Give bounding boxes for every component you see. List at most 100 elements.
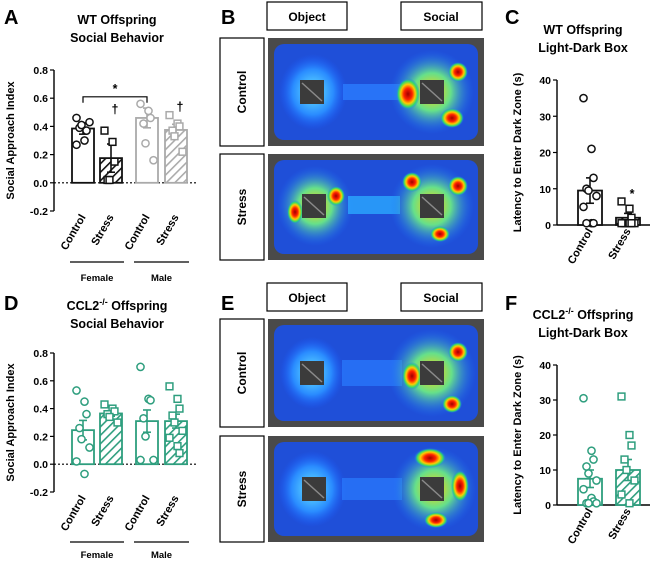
data-point xyxy=(589,455,598,464)
data-point xyxy=(584,469,593,478)
chart-title-suffix: Offspring xyxy=(574,308,634,322)
heatmap-e-stress xyxy=(268,436,484,542)
heatmap-b-stress xyxy=(268,154,484,260)
data-point xyxy=(170,132,179,141)
y-tick-label: 10 xyxy=(539,465,551,477)
chart-subtitle: Social Behavior xyxy=(70,31,164,45)
heatmap-panel-e: Object Social Control Stress xyxy=(219,282,484,543)
data-point xyxy=(625,204,634,213)
data-point xyxy=(168,411,177,420)
data-point xyxy=(579,93,588,103)
data-point xyxy=(170,418,179,427)
significance-bracket xyxy=(82,96,148,103)
social-label: Social xyxy=(423,10,458,24)
data-point xyxy=(136,99,145,109)
data-point xyxy=(72,140,81,150)
category-label: Stress xyxy=(89,494,116,529)
y-tick-label: 0.6 xyxy=(33,93,48,105)
data-point xyxy=(589,173,598,183)
y-tick-label: 0.8 xyxy=(33,348,48,360)
panel-label-c: C xyxy=(505,7,519,29)
data-point xyxy=(630,476,639,485)
row-label-box-control xyxy=(219,37,265,147)
data-point xyxy=(175,448,184,458)
y-tick-label: 0.4 xyxy=(33,404,48,416)
group-label: Male xyxy=(151,273,172,284)
data-point xyxy=(175,404,184,413)
y-tick-label: 0.6 xyxy=(33,376,48,388)
data-point xyxy=(139,119,148,128)
data-point xyxy=(592,498,601,508)
data-point xyxy=(100,126,109,135)
data-point xyxy=(105,412,114,422)
y-tick-label: 0 xyxy=(545,500,551,512)
data-point xyxy=(617,490,626,499)
y-tick-label: 30 xyxy=(539,111,551,123)
social-label: Social xyxy=(423,291,458,305)
chart-title-suffix: Offspring xyxy=(108,299,168,313)
data-point xyxy=(592,191,601,201)
data-point xyxy=(82,126,91,135)
row-label-box-stress xyxy=(219,435,265,543)
data-point xyxy=(165,110,174,120)
data-point xyxy=(146,113,155,123)
data-point xyxy=(617,392,626,401)
data-point xyxy=(627,219,636,228)
chart-a-social-approach-wt: WT Offspring Social Behavior -0.2 0.0 0.2 0.4… xyxy=(5,13,197,284)
category-label: Stress xyxy=(606,227,633,262)
data-point xyxy=(72,457,81,466)
y-tick-label: 0.8 xyxy=(33,65,48,77)
y-tick-label: 0.2 xyxy=(33,431,48,443)
chart-subtitle: Social Behavior xyxy=(70,317,164,331)
row-label-box-control xyxy=(219,318,265,428)
data-point xyxy=(165,433,174,442)
data-point xyxy=(584,186,593,195)
data-point xyxy=(85,443,94,452)
y-axis-label: Latency to Enter Dark Zone (s) xyxy=(512,72,524,232)
data-point xyxy=(80,469,89,479)
data-point xyxy=(625,430,634,440)
chart-title: CCL2-/- Offspring xyxy=(533,306,634,322)
data-point xyxy=(579,393,588,403)
heatmap-panel-b: Object Social Control Stress xyxy=(219,1,484,261)
row-label-control: Control xyxy=(235,71,249,114)
row-label-box-stress xyxy=(219,153,265,261)
data-point xyxy=(592,476,601,485)
object-label-box xyxy=(266,1,348,31)
y-tick-label: 40 xyxy=(539,360,551,372)
y-tick-label: 10 xyxy=(539,184,551,196)
y-axis-label: Social Approach Index xyxy=(5,81,17,200)
significance-marker: † xyxy=(177,100,184,114)
data-point xyxy=(77,120,86,130)
significance-marker: † xyxy=(112,103,119,117)
category-label: Control xyxy=(59,213,89,253)
data-point xyxy=(625,499,634,508)
chart-c-light-dark-wt: WT Offspring Light-Dark Box 0 10 20 30 40 Laten… xyxy=(512,23,650,266)
data-point xyxy=(144,106,153,116)
y-tick-label: 0.0 xyxy=(33,178,48,190)
data-point xyxy=(178,147,187,156)
category-label: Control xyxy=(59,494,89,534)
category-label: Control xyxy=(123,494,153,534)
panel-label-e: E xyxy=(221,293,234,315)
y-tick-label: 30 xyxy=(539,395,551,407)
data-point xyxy=(579,202,588,212)
data-point xyxy=(113,418,122,427)
y-tick-label: 40 xyxy=(539,75,551,87)
data-point xyxy=(80,397,89,406)
category-label: Stress xyxy=(154,213,181,248)
y-tick-label: 0.4 xyxy=(33,121,48,133)
data-point xyxy=(77,434,86,444)
data-point xyxy=(165,382,174,391)
data-point xyxy=(136,455,145,465)
data-point xyxy=(178,426,187,435)
social-label-box xyxy=(400,282,483,312)
significance-marker: * xyxy=(113,82,118,96)
y-tick-label: 20 xyxy=(539,148,551,160)
data-point xyxy=(85,117,94,127)
category-label: Stress xyxy=(606,507,633,542)
data-point xyxy=(584,498,593,508)
chart-f-light-dark-ccl2: CCL2-/- Offspring Light-Dark Box 0 10 20 30 40… xyxy=(512,306,650,546)
object-label: Object xyxy=(288,291,325,305)
heatmap-b-control xyxy=(268,38,484,146)
